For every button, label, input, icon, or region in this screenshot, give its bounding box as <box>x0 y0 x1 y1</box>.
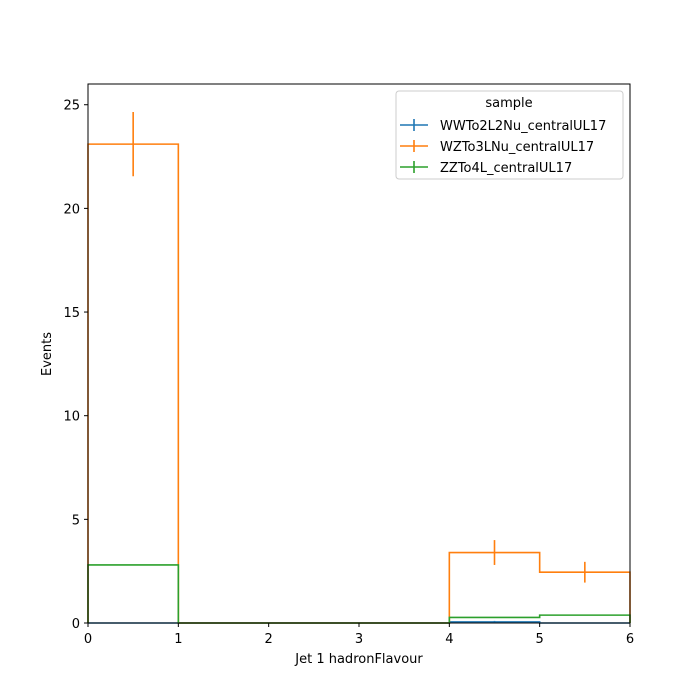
x-tick-label: 4 <box>445 632 453 647</box>
y-tick-label: 20 <box>63 202 80 217</box>
x-tick-label: 0 <box>84 632 92 647</box>
x-tick-label: 1 <box>174 632 182 647</box>
legend-label: WWTo2L2Nu_centralUL17 <box>440 119 606 134</box>
legend-box <box>395 90 624 180</box>
legend-label: ZZTo4L_centralUL17 <box>440 161 572 176</box>
y-axis-label: Events <box>40 332 55 376</box>
legend-item: ZZTo4L_centralUL17 <box>400 161 572 176</box>
y-tick-label: 25 <box>63 99 80 114</box>
legend-title: sample <box>485 96 532 111</box>
y-tick-label: 15 <box>63 306 80 321</box>
x-tick-label: 3 <box>355 632 363 647</box>
legend-item: WWTo2L2Nu_centralUL17 <box>400 119 606 134</box>
legend-item: WZTo3LNu_centralUL17 <box>400 140 594 155</box>
y-tick-label: 0 <box>72 617 80 632</box>
y-tick-label: 5 <box>72 513 80 528</box>
legend: sample WWTo2L2Nu_centralUL17 WZTo3LNu_cent… <box>395 90 624 180</box>
axes: 0 1 2 3 4 5 6 0 5 10 15 20 25 <box>63 99 634 647</box>
x-tick-label: 5 <box>536 632 544 647</box>
legend-label: WZTo3LNu_centralUL17 <box>440 140 594 155</box>
x-tick-label: 2 <box>265 632 273 647</box>
x-tick-label: 6 <box>626 632 634 647</box>
y-tick-label: 10 <box>63 410 80 425</box>
x-axis-label: Jet 1 hadronFlavour <box>294 652 423 667</box>
